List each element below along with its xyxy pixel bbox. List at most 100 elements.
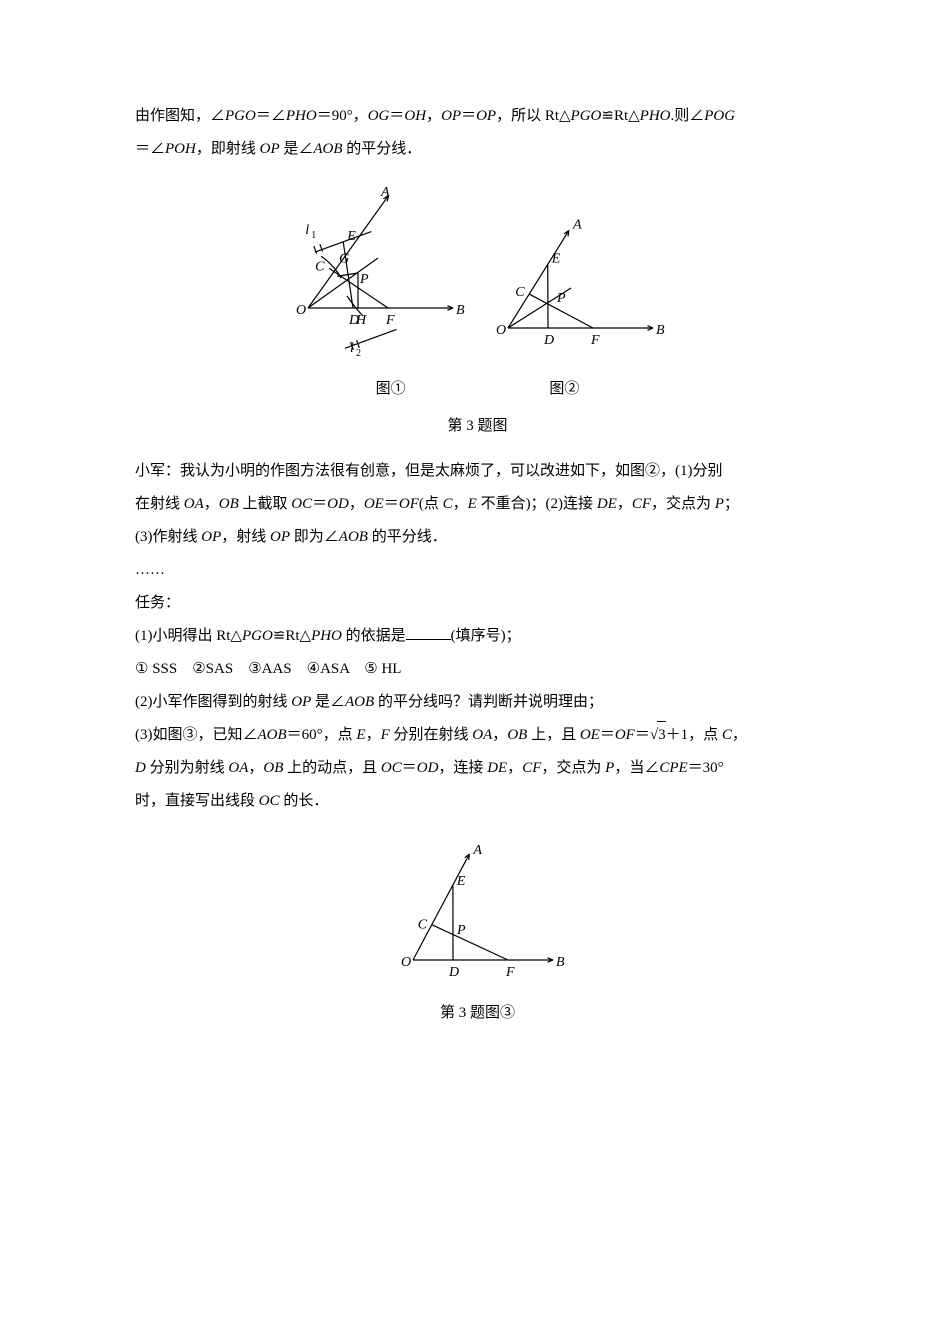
text: ≌Rt△ <box>601 108 639 124</box>
text: ，交点为 <box>541 760 605 776</box>
text: ＝ <box>635 727 650 743</box>
svg-text:P: P <box>556 291 566 306</box>
text: ＝ <box>600 727 615 743</box>
text: ， <box>426 108 441 124</box>
text: 分别为射线 <box>146 760 229 776</box>
text: ， <box>248 760 263 776</box>
var: AOB <box>339 529 368 545</box>
var: OF <box>399 496 419 512</box>
var: E <box>356 727 365 743</box>
var: PGO <box>225 108 256 124</box>
svg-text:E: E <box>455 874 465 889</box>
svg-text:C: C <box>417 918 427 933</box>
var: AOB <box>313 141 342 157</box>
text: ≌Rt△ <box>273 628 311 644</box>
paragraph-12: D 分别为射线 OA，OB 上的动点，且 OC＝OD，连接 DE，CF，交点为 … <box>135 752 820 785</box>
figure-3: OBACEDFP 第 3 题图③ <box>135 830 820 1030</box>
fig-label-2: 图② <box>479 373 649 406</box>
text: ，所以 Rt△ <box>496 108 570 124</box>
text: ＝ <box>389 108 404 124</box>
var: OP <box>260 141 280 157</box>
var: C <box>443 496 453 512</box>
text: ， <box>617 496 632 512</box>
var: OA <box>472 727 492 743</box>
text: (填序号)； <box>451 628 521 644</box>
paragraph-3: 小军：我认为小明的作图方法很有创意，但是太麻烦了，可以改进如下，如图②，(1)分… <box>135 455 820 488</box>
text: (3)作射线 <box>135 529 201 545</box>
text: .则∠ <box>670 108 704 124</box>
diagram-3: OBACEDFP <box>388 830 568 980</box>
var: AOB <box>345 694 374 710</box>
text: 上截取 <box>239 496 292 512</box>
var: PGO <box>571 108 602 124</box>
svg-text:D: D <box>448 965 459 980</box>
text: (3)如图③，已知∠ <box>135 727 258 743</box>
svg-text:G: G <box>339 251 349 266</box>
var: OA <box>184 496 204 512</box>
svg-text:F: F <box>590 333 600 348</box>
paragraph-8: (1)小明得出 Rt△PGO≌Rt△PHO 的依据是(填序号)； <box>135 620 820 653</box>
var: CF <box>632 496 651 512</box>
var: OA <box>228 760 248 776</box>
text: 时，直接写出线段 <box>135 793 259 809</box>
text: (点 <box>419 496 443 512</box>
paragraph-4: 在射线 OA，OB 上截取 OC＝OD，OE＝OF(点 C，E 不重合)；(2)… <box>135 488 820 521</box>
text: (1)小明得出 Rt△ <box>135 628 242 644</box>
text: ＋1，点 <box>666 727 722 743</box>
text: ， <box>366 727 381 743</box>
text: 的平分线． <box>343 141 422 157</box>
svg-text:H: H <box>355 313 367 328</box>
var: PHO <box>640 108 671 124</box>
var: PHO <box>311 628 342 644</box>
svg-text:l: l <box>350 341 354 356</box>
text: ＝∠ <box>256 108 286 124</box>
var: OB <box>263 760 283 776</box>
text: ＝30° <box>688 760 724 776</box>
svg-text:D: D <box>543 333 554 348</box>
var: D <box>135 760 146 776</box>
var: OP <box>291 694 311 710</box>
paragraph-7: 任务： <box>135 587 820 620</box>
svg-text:A: A <box>571 217 581 232</box>
text: 由作图知，∠ <box>135 108 225 124</box>
text: 是∠ <box>311 694 345 710</box>
text: 的长． <box>280 793 329 809</box>
svg-text:1: 1 <box>311 230 316 241</box>
svg-text:P: P <box>456 923 466 938</box>
svg-text:2: 2 <box>356 348 361 358</box>
svg-text:C: C <box>315 259 325 274</box>
var: F <box>381 727 390 743</box>
text: 即为∠ <box>290 529 339 545</box>
var: OD <box>417 760 439 776</box>
var: POH <box>165 141 196 157</box>
svg-text:A: A <box>472 843 482 858</box>
paragraph-2: ＝∠POH，即射线 OP 是∠AOB 的平分线． <box>135 133 820 166</box>
svg-text:A: A <box>380 185 390 200</box>
paragraph-6: …… <box>135 554 820 587</box>
text: ， <box>204 496 219 512</box>
var: OP <box>441 108 461 124</box>
svg-text:l: l <box>305 223 309 238</box>
figure-1-2: OBACDEFGHPl1l2OBACEDFP 图① 图② 第 3 题图 <box>135 178 820 443</box>
text: ＝ <box>402 760 417 776</box>
text: ， <box>492 727 507 743</box>
paragraph-5: (3)作射线 OP，射线 OP 即为∠AOB 的平分线． <box>135 521 820 554</box>
svg-text:B: B <box>656 323 665 338</box>
var: OC <box>259 793 280 809</box>
svg-text:B: B <box>556 955 565 970</box>
svg-text:F: F <box>505 965 515 980</box>
var: OE <box>580 727 600 743</box>
text: ＝60°，点 <box>287 727 357 743</box>
fig-caption-1: 第 3 题图 <box>135 410 820 443</box>
svg-text:P: P <box>359 272 369 287</box>
text: ， <box>507 760 522 776</box>
svg-text:E: E <box>346 229 356 244</box>
fig-caption-3: 第 3 题图③ <box>135 997 820 1030</box>
var: OB <box>219 496 239 512</box>
var: OF <box>615 727 635 743</box>
text: ＝ <box>461 108 476 124</box>
text: ＝90°， <box>317 108 368 124</box>
var: E <box>468 496 477 512</box>
var: P <box>715 496 724 512</box>
paragraph-1: 由作图知，∠PGO＝∠PHO＝90°，OG＝OH，OP＝OP，所以 Rt△PGO… <box>135 100 820 133</box>
